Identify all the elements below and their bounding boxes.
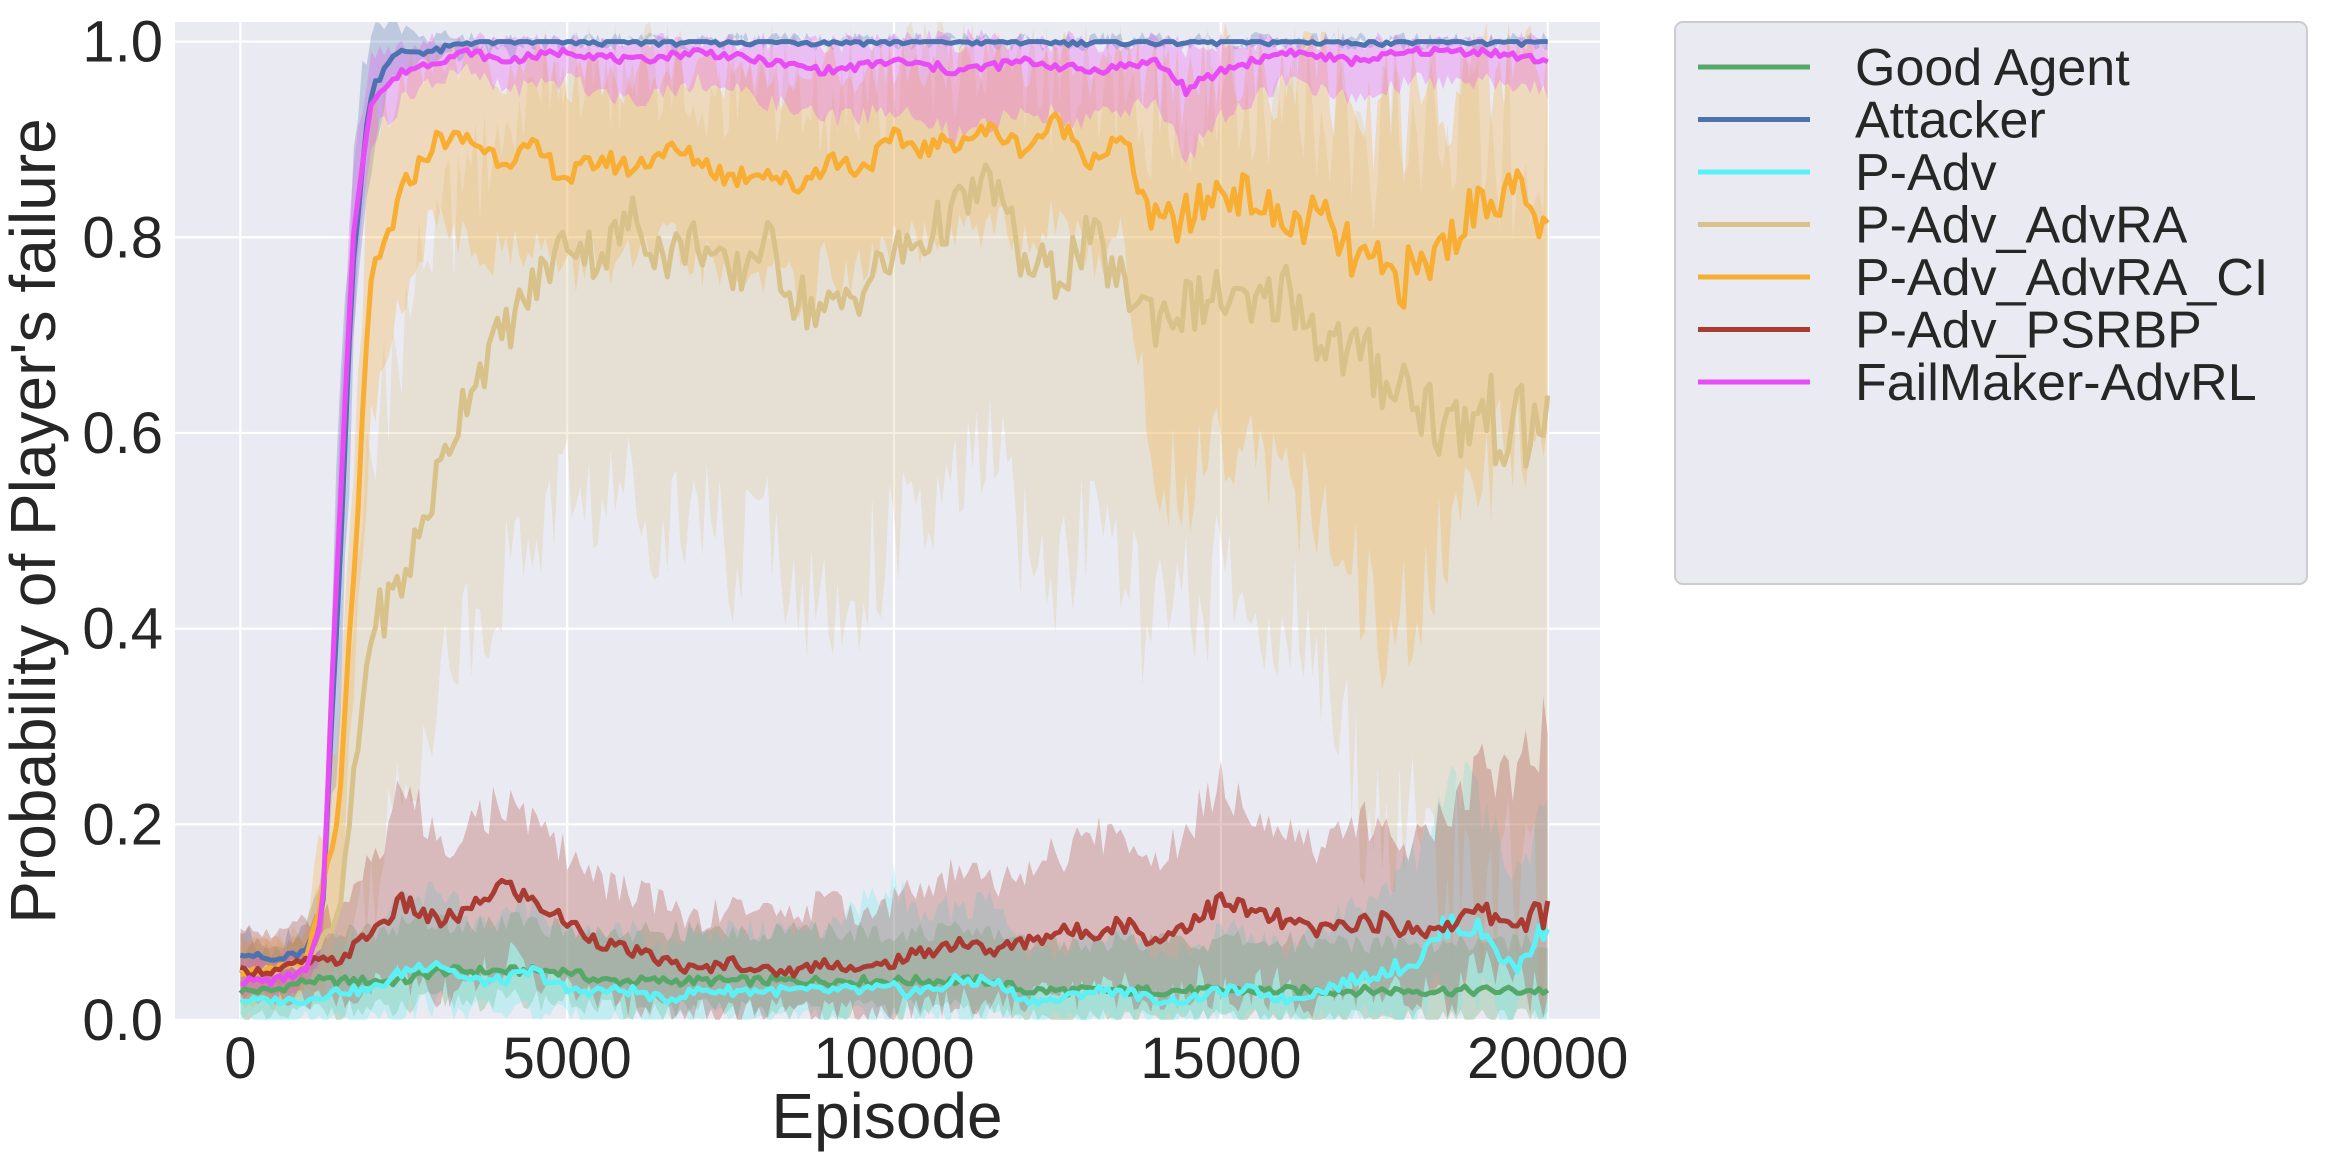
legend-label: Good Agent [1855,39,2130,97]
legend-label: FailMaker-AdvRL [1855,354,2257,412]
confidence-band [240,22,1548,1010]
x-tick-label: 15000 [1140,1026,1301,1091]
y-tick-label: 1.0 [82,10,163,75]
x-tick-label: 20000 [1467,1026,1628,1091]
x-axis-label: Episode [771,1080,1002,1152]
x-tick-labels: 0 5000 10000 15000 20000 [224,1026,1628,1091]
x-tick-label: 0 [224,1026,256,1091]
series-line [239,913,1550,1007]
x-tick-label: 5000 [503,1026,632,1091]
legend-label: P-Adv [1855,144,1997,202]
legend: Good AgentAttackerP-AdvP-Adv_AdvRAP-Adv_… [1674,21,2308,585]
series-line [239,39,1548,963]
confidence-band [240,22,1548,1010]
y-tick-label: 0.6 [82,401,163,466]
legend-label: Attacker [1855,92,2046,150]
series-line [240,45,1549,987]
plot-background [175,22,1600,1020]
y-axis-label: Probability of Player's failure [0,118,69,923]
y-tick-labels: 0.0 0.2 0.4 0.6 0.8 1.0 [82,10,163,1053]
y-tick-label: 0.8 [82,205,163,270]
x-tick-label: 10000 [813,1026,974,1091]
confidence-band [240,28,1548,1006]
y-tick-label: 0.4 [82,597,163,662]
legend-box [1674,21,2308,585]
y-tick-label: 0.2 [82,792,163,857]
grid-lines [175,22,1600,1022]
series-lines [238,39,1551,1007]
y-tick-label: 0.0 [82,988,163,1053]
series-line [238,162,1551,978]
legend-label: P-Adv_PSRBP [1855,302,2202,360]
confidence-band [240,696,1548,1020]
legend-label: P-Adv_AdvRA_CI [1855,249,2268,307]
legend-label: P-Adv_AdvRA [1855,197,2188,255]
confidence-band [240,760,1548,1020]
series-line [239,111,1550,978]
series-line [239,877,1551,979]
